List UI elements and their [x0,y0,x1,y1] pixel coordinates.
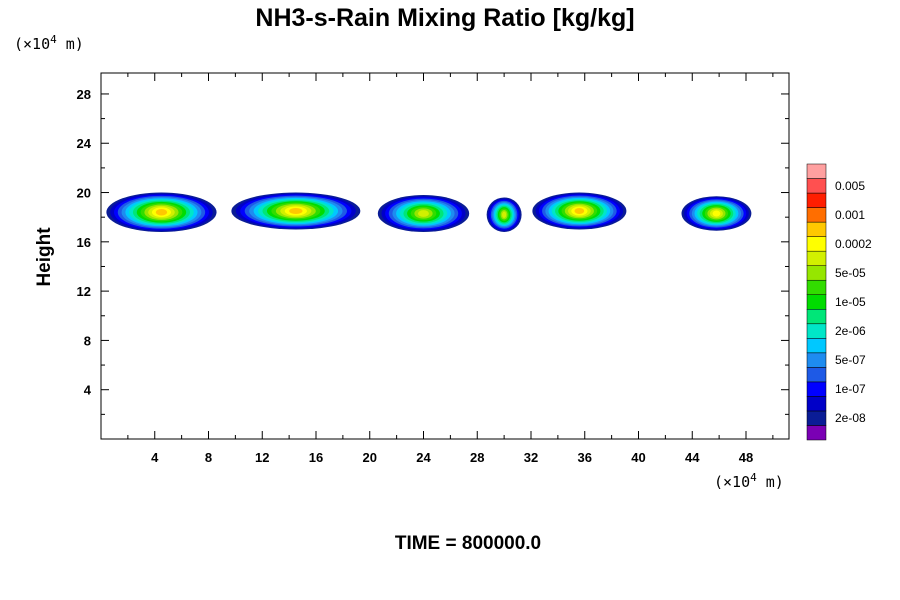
colorbar-swatch [806,178,827,194]
colorbar-swatch [806,236,827,252]
contour-band [712,210,721,217]
plot-field [106,192,752,232]
y-axis-label: Height [34,227,55,287]
x-tick-label: 48 [739,450,753,465]
x-tick-label: 44 [685,450,700,465]
x-tick-label: 32 [524,450,538,465]
x-tick-label: 20 [363,450,377,465]
colorbar-label: 5e-05 [835,266,866,280]
x-tick-label: 12 [255,450,269,465]
colorbar-swatch [806,381,827,397]
colorbar-label: 0.0002 [835,237,872,251]
colorbar-label: 2e-08 [835,411,866,425]
x-axis: 4 8 12 16 20 24 28 32 36 40 44 48 [127,73,774,465]
colorbar-swatch [806,279,827,295]
x-unit-label: (×104 m) [714,471,784,491]
colorbar-swatch [806,294,827,310]
contour-band [155,209,168,216]
colorbar-swatch [806,338,827,354]
y-tick-label: 4 [84,383,92,398]
y-tick-label: 20 [77,186,91,201]
colorbar-label: 5e-07 [835,353,866,367]
y-tick-label: 28 [77,87,91,102]
colorbar-label: 1e-05 [835,295,866,309]
y-tick-label: 16 [77,235,91,250]
contour-band [289,208,303,215]
colorbar-swatch [806,323,827,339]
x-tick-label: 40 [631,450,645,465]
colorbar-swatch [806,410,827,426]
x-tick-label: 16 [309,450,323,465]
x-tick-label: 8 [205,450,212,465]
x-tick-label: 36 [578,450,592,465]
x-tick-label: 28 [470,450,484,465]
colorbar-label: 2e-06 [835,324,866,338]
colorbar: 2e-08 1e-07 5e-07 2e-06 1e-05 5e-05 0.0002 0.00… [806,163,872,441]
chart-title: NH3-s-Rain Mixing Ratio [kg/kg] [255,4,634,32]
colorbar-label: 1e-07 [835,382,866,396]
contour-band [418,210,429,217]
x-tick-label: 4 [151,450,159,465]
y-unit-label: (×104 m) [14,33,84,53]
colorbar-label: 0.005 [835,179,865,193]
contour-band [574,208,585,215]
colorbar-swatch [806,207,827,223]
colorbar-swatch [806,352,827,368]
colorbar-swatch [806,425,827,441]
colorbar-swatch [806,250,827,266]
colorbar-swatch [806,367,827,383]
y-tick-label: 8 [84,333,91,348]
colorbar-swatch [806,221,827,237]
time-label: TIME = 800000.0 [395,533,541,554]
x-tick-label: 24 [416,450,431,465]
colorbar-swatch [806,192,827,208]
colorbar-label: 0.001 [835,208,865,222]
y-tick-label: 24 [77,136,92,151]
colorbar-swatch [806,265,827,281]
contour-band [502,211,507,218]
plot-frame [100,72,790,440]
y-axis: 4 8 12 16 20 24 28 [77,87,789,415]
colorbar-swatch [806,163,827,179]
y-tick-label: 12 [77,284,91,299]
colorbar-swatch [806,396,827,412]
colorbar-swatch [806,309,827,325]
